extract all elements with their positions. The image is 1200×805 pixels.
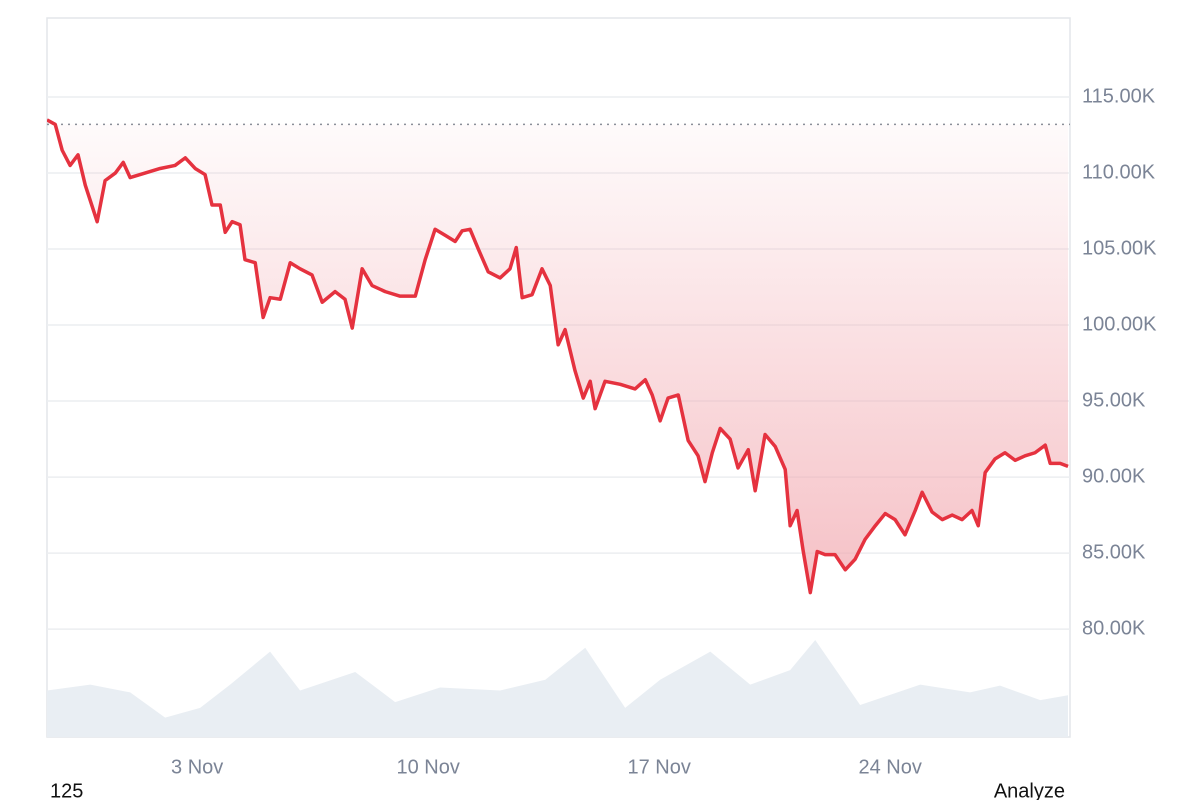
y-tick-label: 110.00K [1082,161,1156,183]
plot-layer [47,96,1070,737]
footer-right[interactable]: Analyze [994,780,1065,802]
price-line [47,118,1069,595]
price-fill [47,119,1069,593]
x-tick-label: 3 Nov [171,756,223,778]
y-tick-label: 85.00K [1082,541,1146,563]
x-tick-label: 24 Nov [858,756,921,778]
x-tick-label: 10 Nov [396,756,459,778]
y-tick-label: 80.00K [1082,617,1146,639]
y-tick-label: 95.00K [1082,389,1146,411]
axes-layer: 80.00K 85.00K 90.00K 95.00K 100.00K 105.00K 11… [171,85,1157,778]
y-tick-label: 90.00K [1082,465,1146,487]
volume-area [47,640,1069,737]
y-tick-label: 115.00K [1082,85,1156,107]
y-tick-label: 105.00K [1082,237,1157,259]
y-tick-label: 100.00K [1082,313,1157,335]
x-tick-label: 17 Nov [627,756,690,778]
footer-left: 125 [50,780,83,800]
